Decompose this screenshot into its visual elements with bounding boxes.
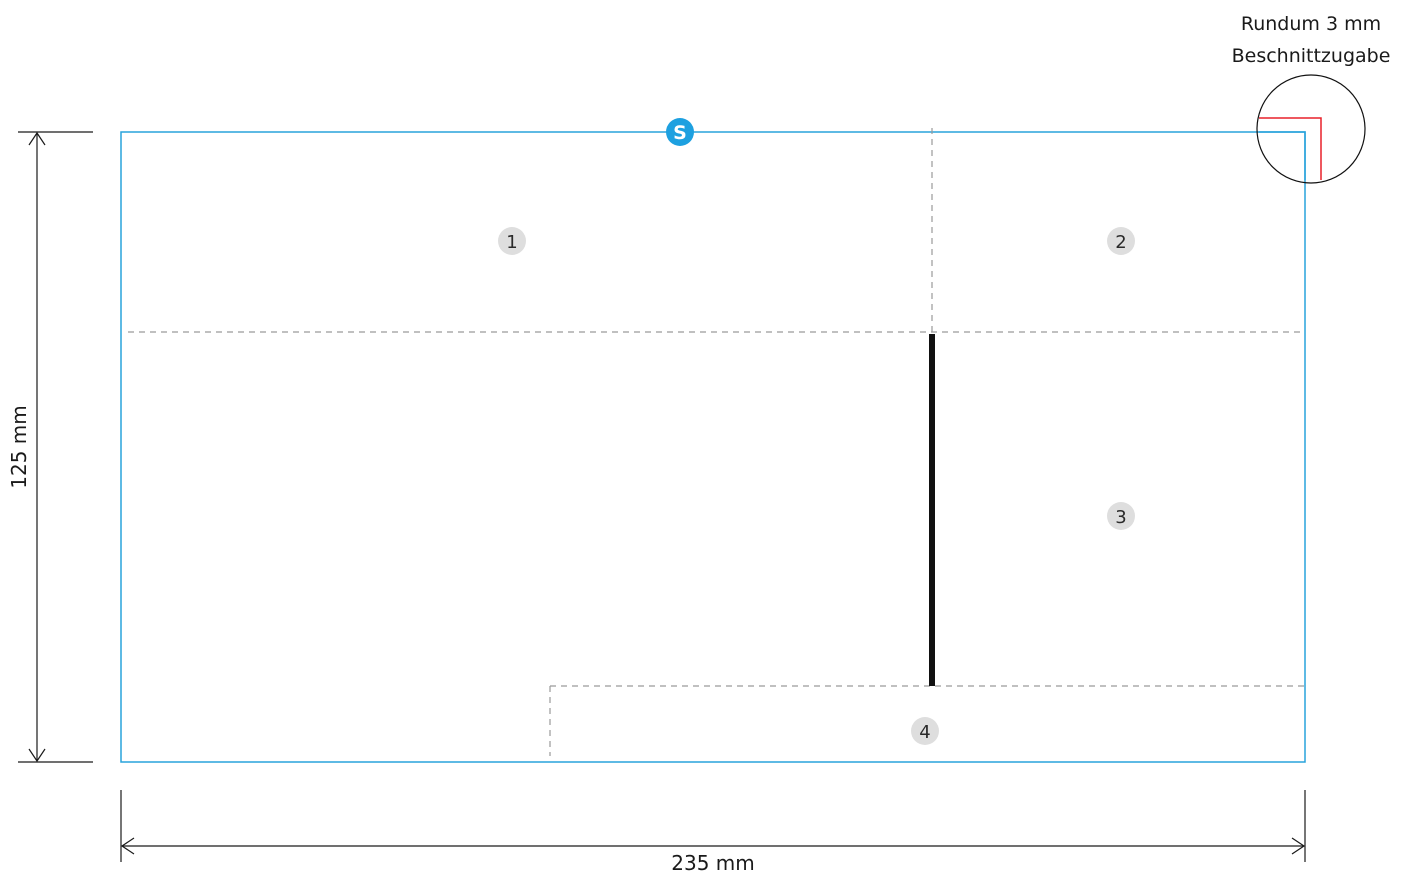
panel-number-1: 1 (506, 232, 517, 253)
start-marker-label: S (673, 122, 687, 144)
width-label: 235 mm (671, 851, 755, 875)
height-dimension (18, 131, 93, 763)
width-arrow-left (120, 837, 135, 855)
width-dimension (120, 790, 1306, 862)
height-arrow-top (28, 131, 46, 146)
bleed-detail-circle (1256, 74, 1366, 184)
panel-number-2: 2 (1115, 232, 1126, 253)
bleed-detail (1256, 74, 1366, 184)
bleed-detail-trim-line (1259, 131, 1306, 180)
panel-number-4: 4 (919, 722, 930, 743)
bleed-line (1259, 117, 1322, 180)
fold-lines (128, 128, 1305, 756)
panel-badge-1: 1 (498, 227, 526, 255)
bleed-note-line-1: Rundum 3 mm (1241, 13, 1381, 35)
height-label: 125 mm (7, 405, 31, 489)
width-arrow-right (1291, 837, 1306, 855)
panel-badge-3: 3 (1107, 502, 1135, 530)
trim-outline (120, 131, 1306, 763)
start-marker-circle (666, 118, 694, 146)
bleed-note-line-2: Beschnittzugabe (1232, 45, 1391, 67)
start-marker: S (666, 118, 694, 146)
panel-badge-2: 2 (1107, 227, 1135, 255)
height-arrow-bottom (28, 748, 46, 763)
panel-badge-4: 4 (911, 717, 939, 745)
panel-number-3: 3 (1115, 507, 1126, 528)
